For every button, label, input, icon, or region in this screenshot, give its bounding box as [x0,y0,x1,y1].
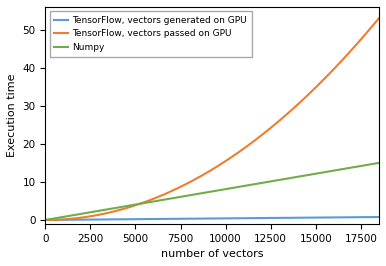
TensorFlow, vectors generated on GPU [324,216,329,219]
TensorFlow, vectors generated on GPU [345,216,350,219]
Line: TensorFlow, vectors passed on GPU: TensorFlow, vectors passed on GPU [45,18,379,220]
TensorFlow, vectors passed on GPU [345,53,350,56]
Line: TensorFlow, vectors generated on GPU: TensorFlow, vectors generated on GPU [45,217,379,220]
TensorFlow, vectors passed on GPU [242,147,246,150]
TensorFlow, vectors passed on GPU [43,218,47,222]
Numpy [242,184,246,188]
TensorFlow, vectors generated on GPU [44,218,49,222]
TensorFlow, vectors passed on GPU [324,75,329,78]
Numpy [376,161,381,164]
Numpy [324,170,329,173]
Numpy [240,185,245,188]
X-axis label: number of vectors: number of vectors [161,249,263,259]
TensorFlow, vectors passed on GPU [376,17,381,20]
Numpy [345,167,350,170]
Legend: TensorFlow, vectors generated on GPU, TensorFlow, vectors passed on GPU, Numpy: TensorFlow, vectors generated on GPU, Te… [50,11,252,56]
Numpy [44,218,49,221]
Line: Numpy: Numpy [45,163,379,220]
TensorFlow, vectors generated on GPU [43,218,47,222]
TensorFlow, vectors passed on GPU [247,143,252,146]
TensorFlow, vectors passed on GPU [240,148,245,151]
Numpy [247,184,252,187]
TensorFlow, vectors passed on GPU [44,218,49,222]
TensorFlow, vectors generated on GPU [242,217,246,220]
Y-axis label: Execution time: Execution time [7,74,17,157]
TensorFlow, vectors generated on GPU [376,215,381,219]
TensorFlow, vectors generated on GPU [247,217,252,220]
Numpy [43,218,47,222]
TensorFlow, vectors generated on GPU [240,217,245,220]
